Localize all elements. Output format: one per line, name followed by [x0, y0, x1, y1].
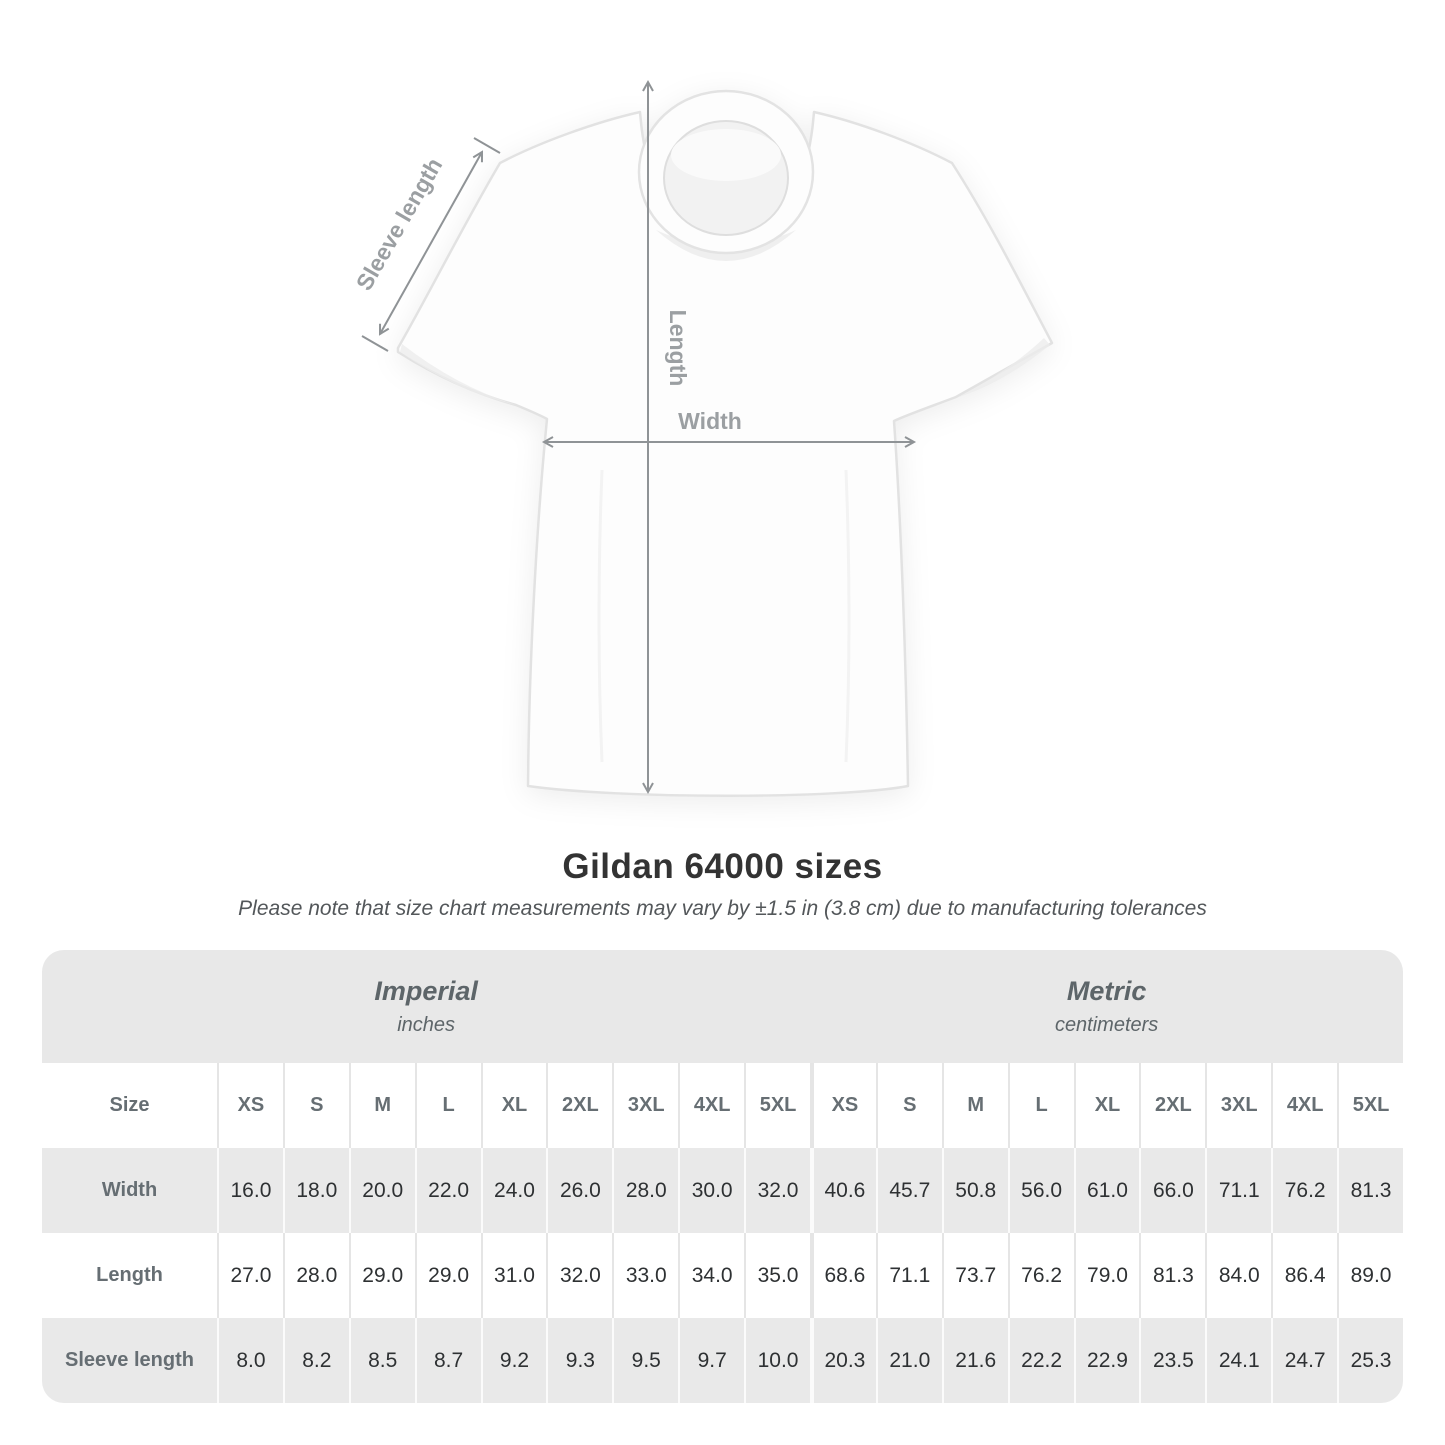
- cell-metric: 21.0: [875, 1318, 942, 1403]
- cell-imperial: 26.0: [546, 1148, 613, 1233]
- cell-metric: 68.6: [809, 1233, 876, 1318]
- table-row-length: Length 27.0 28.0 29.0 29.0 31.0 32.0 33.0 34.0 35…: [42, 1233, 1403, 1318]
- cell-metric: 76.2: [1271, 1148, 1338, 1233]
- units-band: Imperial inches Metric centimeters: [42, 950, 1403, 1063]
- size-header-metric-3xl: 3XL: [1205, 1063, 1272, 1148]
- cell-imperial: 9.7: [678, 1318, 745, 1403]
- tshirt-graphic: [396, 89, 1054, 797]
- cell-imperial: 34.0: [678, 1233, 745, 1318]
- size-column-header: Size: [42, 1063, 217, 1148]
- cell-imperial: 28.0: [282, 1233, 349, 1318]
- size-header-imperial-5xl: 5XL: [744, 1063, 810, 1148]
- cell-imperial: 22.0: [414, 1148, 481, 1233]
- cell-imperial: 28.0: [612, 1148, 679, 1233]
- size-header-imperial-s: S: [282, 1063, 349, 1148]
- cell-imperial: 33.0: [612, 1233, 679, 1318]
- table-row-width: Width 16.0 18.0 20.0 22.0 24.0 26.0 28.0 30.0 32.…: [42, 1148, 1403, 1233]
- size-header-imperial-4xl: 4XL: [678, 1063, 745, 1148]
- cell-metric: 22.2: [1007, 1318, 1074, 1403]
- row-label: Length: [42, 1233, 217, 1318]
- cell-metric: 86.4: [1271, 1233, 1338, 1318]
- cell-imperial: 29.0: [414, 1233, 481, 1318]
- size-header-metric-xs: XS: [809, 1063, 876, 1148]
- cell-imperial: 8.5: [348, 1318, 415, 1403]
- size-header-metric-5xl: 5XL: [1337, 1063, 1403, 1148]
- cell-imperial: 8.7: [414, 1318, 481, 1403]
- header-block: Gildan 64000 sizes Please note that size…: [0, 847, 1445, 921]
- cell-metric: 22.9: [1073, 1318, 1140, 1403]
- size-header-metric-l: L: [1007, 1063, 1074, 1148]
- cell-imperial: 10.0: [744, 1318, 810, 1403]
- cell-metric: 81.3: [1139, 1233, 1206, 1318]
- cell-metric: 24.7: [1271, 1318, 1338, 1403]
- cell-imperial: 24.0: [480, 1148, 547, 1233]
- cell-metric: 23.5: [1139, 1318, 1206, 1403]
- tolerance-note: Please note that size chart measurements…: [238, 897, 1207, 920]
- row-label: Sleeve length: [42, 1318, 217, 1403]
- cell-imperial: 32.0: [546, 1233, 613, 1318]
- size-table: Imperial inches Metric centimeters Size X…: [42, 950, 1403, 1403]
- size-header-imperial-xs: XS: [217, 1063, 283, 1148]
- cell-metric: 81.3: [1337, 1148, 1403, 1233]
- tshirt-measurement-diagram: Sleeve length Length Width: [351, 79, 1054, 797]
- cell-imperial: 18.0: [282, 1148, 349, 1233]
- cell-metric: 25.3: [1337, 1318, 1403, 1403]
- size-header-metric-xl: XL: [1073, 1063, 1140, 1148]
- cell-metric: 45.7: [875, 1148, 942, 1233]
- length-label: Length: [665, 310, 691, 387]
- cell-imperial: 8.0: [217, 1318, 283, 1403]
- page-title: Gildan 64000 sizes: [562, 847, 883, 886]
- cell-imperial: 9.2: [480, 1318, 547, 1403]
- cell-metric: 89.0: [1337, 1233, 1403, 1318]
- cell-metric: 50.8: [941, 1148, 1008, 1233]
- size-header-imperial-2xl: 2XL: [546, 1063, 613, 1148]
- cell-metric: 71.1: [1205, 1148, 1272, 1233]
- sleeve-length-label: Sleeve length: [351, 153, 448, 294]
- cell-metric: 79.0: [1073, 1233, 1140, 1318]
- table-header-row: Size XS S M L XL 2XL 3XL 4XL 5XL XS S M L XL 2XL 3XL 4XL 5…: [42, 1063, 1403, 1148]
- cell-imperial: 30.0: [678, 1148, 745, 1233]
- sleeve-length-arrow: [361, 137, 501, 352]
- cell-imperial: 8.2: [282, 1318, 349, 1403]
- size-header-imperial-l: L: [414, 1063, 481, 1148]
- size-header-metric-m: M: [941, 1063, 1008, 1148]
- cell-metric: 56.0: [1007, 1148, 1074, 1233]
- row-label: Width: [42, 1148, 217, 1233]
- table-row-sleeve-length: Sleeve length 8.0 8.2 8.5 8.7 9.2 9.3 9.5 9.7 10.…: [42, 1318, 1403, 1403]
- cell-imperial: 27.0: [217, 1233, 283, 1318]
- size-table-body: Size XS S M L XL 2XL 3XL 4XL 5XL XS S M L XL 2XL 3XL 4XL 5…: [42, 1063, 1403, 1403]
- cell-imperial: 32.0: [744, 1148, 810, 1233]
- size-header-imperial-3xl: 3XL: [612, 1063, 679, 1148]
- cell-metric: 24.1: [1205, 1318, 1272, 1403]
- width-label: Width: [678, 408, 742, 434]
- size-header-metric-s: S: [875, 1063, 942, 1148]
- metric-unit: centimeters: [1054, 1014, 1159, 1036]
- imperial-unit: inches: [397, 1014, 456, 1036]
- size-header-metric-2xl: 2XL: [1139, 1063, 1206, 1148]
- size-header-imperial-xl: XL: [480, 1063, 547, 1148]
- cell-metric: 73.7: [941, 1233, 1008, 1318]
- imperial-section-header: Imperial inches: [42, 950, 810, 1063]
- cell-metric: 61.0: [1073, 1148, 1140, 1233]
- cell-imperial: 29.0: [348, 1233, 415, 1318]
- cell-imperial: 20.0: [348, 1148, 415, 1233]
- cell-imperial: 9.5: [612, 1318, 679, 1403]
- cell-metric: 84.0: [1205, 1233, 1272, 1318]
- cell-imperial: 31.0: [480, 1233, 547, 1318]
- metric-section-header: Metric centimeters: [810, 950, 1403, 1063]
- metric-title: Metric: [1066, 976, 1147, 1006]
- cell-imperial: 16.0: [217, 1148, 283, 1233]
- cell-metric: 21.6: [941, 1318, 1008, 1403]
- cell-imperial: 9.3: [546, 1318, 613, 1403]
- cell-metric: 20.3: [809, 1318, 876, 1403]
- size-header-imperial-m: M: [348, 1063, 415, 1148]
- cell-metric: 76.2: [1007, 1233, 1074, 1318]
- cell-metric: 71.1: [875, 1233, 942, 1318]
- cell-metric: 66.0: [1139, 1148, 1206, 1233]
- size-header-metric-4xl: 4XL: [1271, 1063, 1338, 1148]
- cell-metric: 40.6: [809, 1148, 876, 1233]
- imperial-title: Imperial: [374, 976, 478, 1006]
- cell-imperial: 35.0: [744, 1233, 810, 1318]
